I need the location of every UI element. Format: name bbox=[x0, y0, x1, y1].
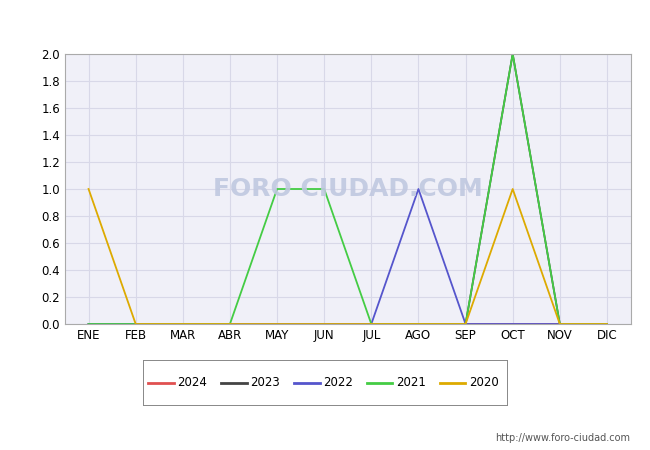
2023 bbox=[367, 321, 375, 327]
2023 bbox=[320, 321, 328, 327]
2022 bbox=[132, 321, 140, 327]
2020 bbox=[509, 186, 517, 192]
2022 bbox=[556, 321, 564, 327]
2024 bbox=[462, 321, 469, 327]
2024 bbox=[509, 321, 517, 327]
2021 bbox=[556, 321, 564, 327]
Text: 2023: 2023 bbox=[250, 376, 280, 389]
2022 bbox=[273, 321, 281, 327]
2021 bbox=[132, 321, 140, 327]
Text: 2021: 2021 bbox=[396, 376, 426, 389]
2022 bbox=[226, 321, 234, 327]
2022 bbox=[415, 186, 422, 192]
Text: 2022: 2022 bbox=[323, 376, 353, 389]
2023 bbox=[462, 321, 469, 327]
2022 bbox=[84, 321, 92, 327]
Text: http://www.foro-ciudad.com: http://www.foro-ciudad.com bbox=[495, 433, 630, 443]
2023 bbox=[415, 321, 422, 327]
2021 bbox=[509, 51, 517, 57]
2020 bbox=[603, 321, 611, 327]
2022 bbox=[367, 321, 375, 327]
2024 bbox=[603, 321, 611, 327]
Line: 2023: 2023 bbox=[88, 54, 607, 324]
2023 bbox=[84, 321, 92, 327]
2023 bbox=[273, 321, 281, 327]
2021 bbox=[367, 321, 375, 327]
2021 bbox=[179, 321, 187, 327]
2024 bbox=[415, 321, 422, 327]
2020 bbox=[415, 321, 422, 327]
2021 bbox=[320, 186, 328, 192]
2023 bbox=[509, 51, 517, 57]
2021 bbox=[462, 321, 469, 327]
2020 bbox=[273, 321, 281, 327]
2022 bbox=[603, 321, 611, 327]
2024 bbox=[273, 321, 281, 327]
2023 bbox=[603, 321, 611, 327]
Text: FORO CIUDAD.COM: FORO CIUDAD.COM bbox=[213, 177, 482, 201]
2021 bbox=[273, 186, 281, 192]
2021 bbox=[226, 321, 234, 327]
2022 bbox=[179, 321, 187, 327]
2020 bbox=[320, 321, 328, 327]
2023 bbox=[556, 321, 564, 327]
2020 bbox=[367, 321, 375, 327]
2024 bbox=[367, 321, 375, 327]
2024 bbox=[84, 321, 92, 327]
2020 bbox=[462, 321, 469, 327]
2024 bbox=[320, 321, 328, 327]
Text: Matriculaciones de Vehiculos en Adrada de Pirón: Matriculaciones de Vehiculos en Adrada d… bbox=[124, 9, 526, 27]
2020 bbox=[84, 186, 92, 192]
2024 bbox=[226, 321, 234, 327]
2021 bbox=[415, 321, 422, 327]
Line: 2022: 2022 bbox=[88, 189, 607, 324]
2023 bbox=[179, 321, 187, 327]
2020 bbox=[179, 321, 187, 327]
2020 bbox=[226, 321, 234, 327]
2024 bbox=[556, 321, 564, 327]
Text: 2024: 2024 bbox=[177, 376, 207, 389]
Text: 2020: 2020 bbox=[469, 376, 499, 389]
2021 bbox=[603, 321, 611, 327]
2021 bbox=[84, 321, 92, 327]
Line: 2021: 2021 bbox=[88, 54, 607, 324]
Line: 2020: 2020 bbox=[88, 189, 607, 324]
2020 bbox=[556, 321, 564, 327]
2020 bbox=[132, 321, 140, 327]
2022 bbox=[462, 321, 469, 327]
2022 bbox=[320, 321, 328, 327]
2023 bbox=[132, 321, 140, 327]
2023 bbox=[226, 321, 234, 327]
2022 bbox=[509, 321, 517, 327]
2024 bbox=[179, 321, 187, 327]
2024 bbox=[132, 321, 140, 327]
